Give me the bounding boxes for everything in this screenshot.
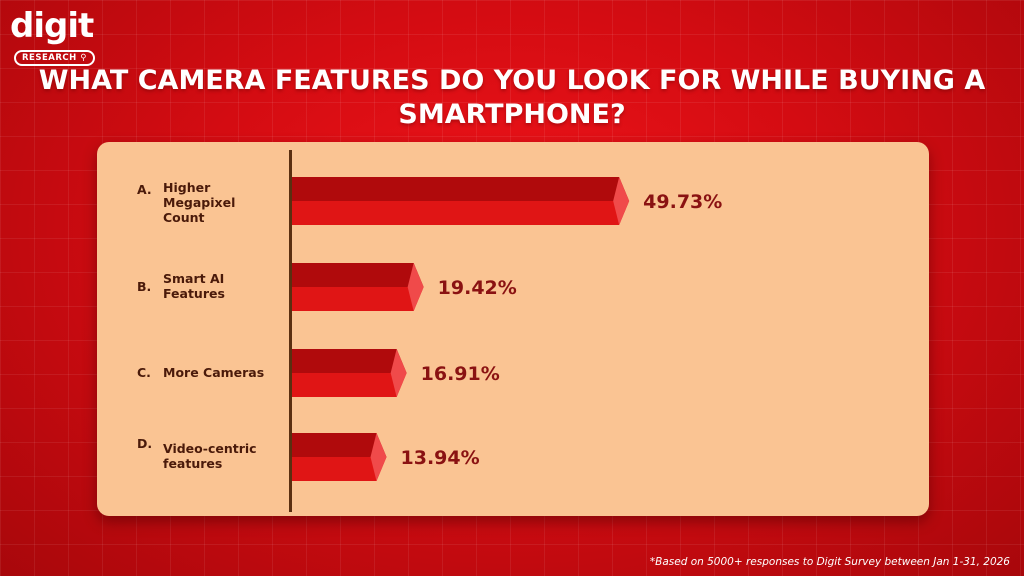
digit-research-logo: digit RESEARCH ⚲ — [10, 6, 100, 66]
category-label-c: C. More Cameras — [137, 352, 287, 392]
bar-tip — [613, 177, 630, 225]
value-label: 49.73% — [643, 191, 722, 213]
bar — [292, 373, 407, 397]
category-letter: C. — [137, 364, 151, 380]
bar-tip — [407, 263, 424, 311]
category-label-a: A. Higher Megapixel Count — [137, 179, 287, 225]
value-label: 13.94% — [401, 447, 480, 469]
category-text: Higher Megapixel Count — [163, 179, 236, 225]
survey-footnote: *Based on 5000+ responses to Digit Surve… — [649, 556, 1010, 568]
category-letter: A. — [137, 182, 152, 197]
chart-title-text: WHAT CAMERA FEATURES DO YOU LOOK FOR WHI… — [38, 65, 986, 130]
logo-wordmark: digit — [10, 6, 94, 46]
bar-top-face — [292, 433, 387, 457]
category-letter: B. — [137, 278, 152, 294]
category-text: Smart AI Features — [163, 271, 225, 301]
bar-top-face — [292, 263, 424, 287]
category-text: More Cameras — [163, 364, 265, 380]
bar-top-face — [292, 349, 407, 373]
bar — [292, 201, 630, 225]
category-label-d: D. Video-centric features — [137, 436, 287, 476]
bar-tip — [390, 349, 407, 397]
bar — [292, 457, 387, 481]
bar-tip — [370, 433, 387, 481]
bar — [292, 287, 424, 311]
search-icon: ⚲ — [80, 53, 87, 63]
category-letter: D. — [137, 436, 153, 451]
logo-badge: RESEARCH ⚲ — [14, 50, 95, 66]
value-label: 19.42% — [438, 277, 517, 299]
bar-top-face — [292, 177, 630, 201]
logo-badge-text: RESEARCH — [22, 53, 77, 63]
category-label-b: B. Smart AI Features — [137, 266, 287, 306]
chart-title: WHAT CAMERA FEATURES DO YOU LOOK FOR WHI… — [0, 64, 1024, 132]
y-axis-line — [289, 150, 292, 512]
value-label: 16.91% — [421, 363, 500, 385]
category-text: Video-centric features — [163, 441, 257, 471]
